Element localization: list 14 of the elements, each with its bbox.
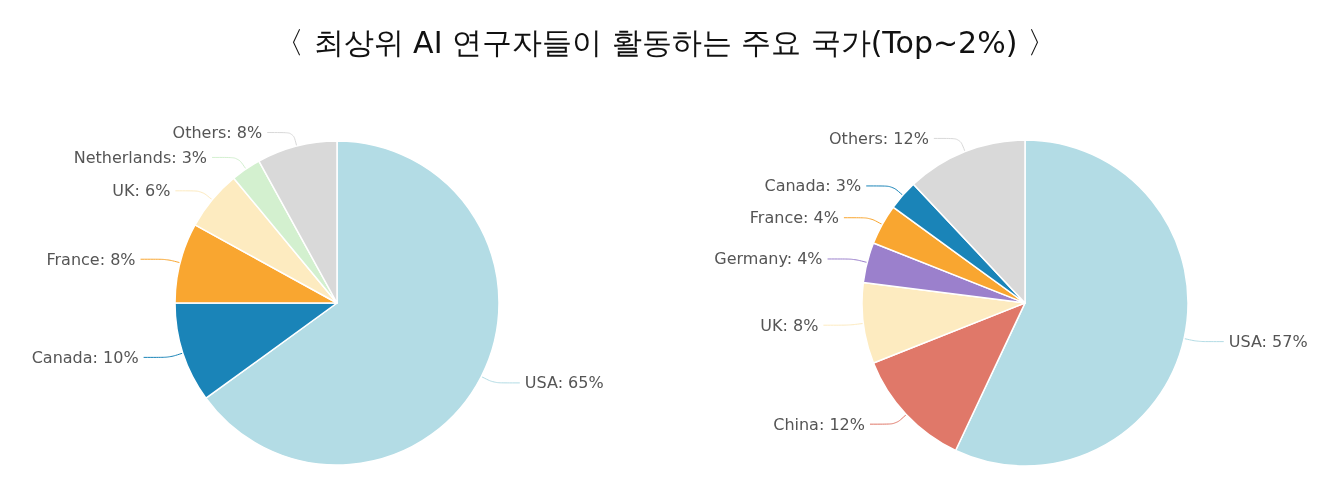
slice-label: USA: 57% <box>1228 332 1308 352</box>
slice-label: USA: 65% <box>524 373 604 393</box>
slice-label: UK: 6% <box>112 181 171 201</box>
slice-label: UK: 8% <box>760 315 819 335</box>
slice-label: China: 12% <box>773 414 865 434</box>
slice-label: Others: 12% <box>829 128 929 148</box>
slice-label: Germany: 4% <box>714 249 823 269</box>
slice-label: France: 4% <box>749 208 839 228</box>
slice-label: Netherlands: 3% <box>73 147 208 167</box>
slice-label: Canada: 3% <box>764 176 862 196</box>
text: 〈 최상위 AI 연구자들이 활동하는 주요 국가(Top~2%) 〉 <box>274 24 1057 62</box>
slice-label: Canada: 10% <box>31 347 139 367</box>
slice-label: France: 8% <box>46 249 136 269</box>
slice-label: Others: 8% <box>172 123 263 143</box>
